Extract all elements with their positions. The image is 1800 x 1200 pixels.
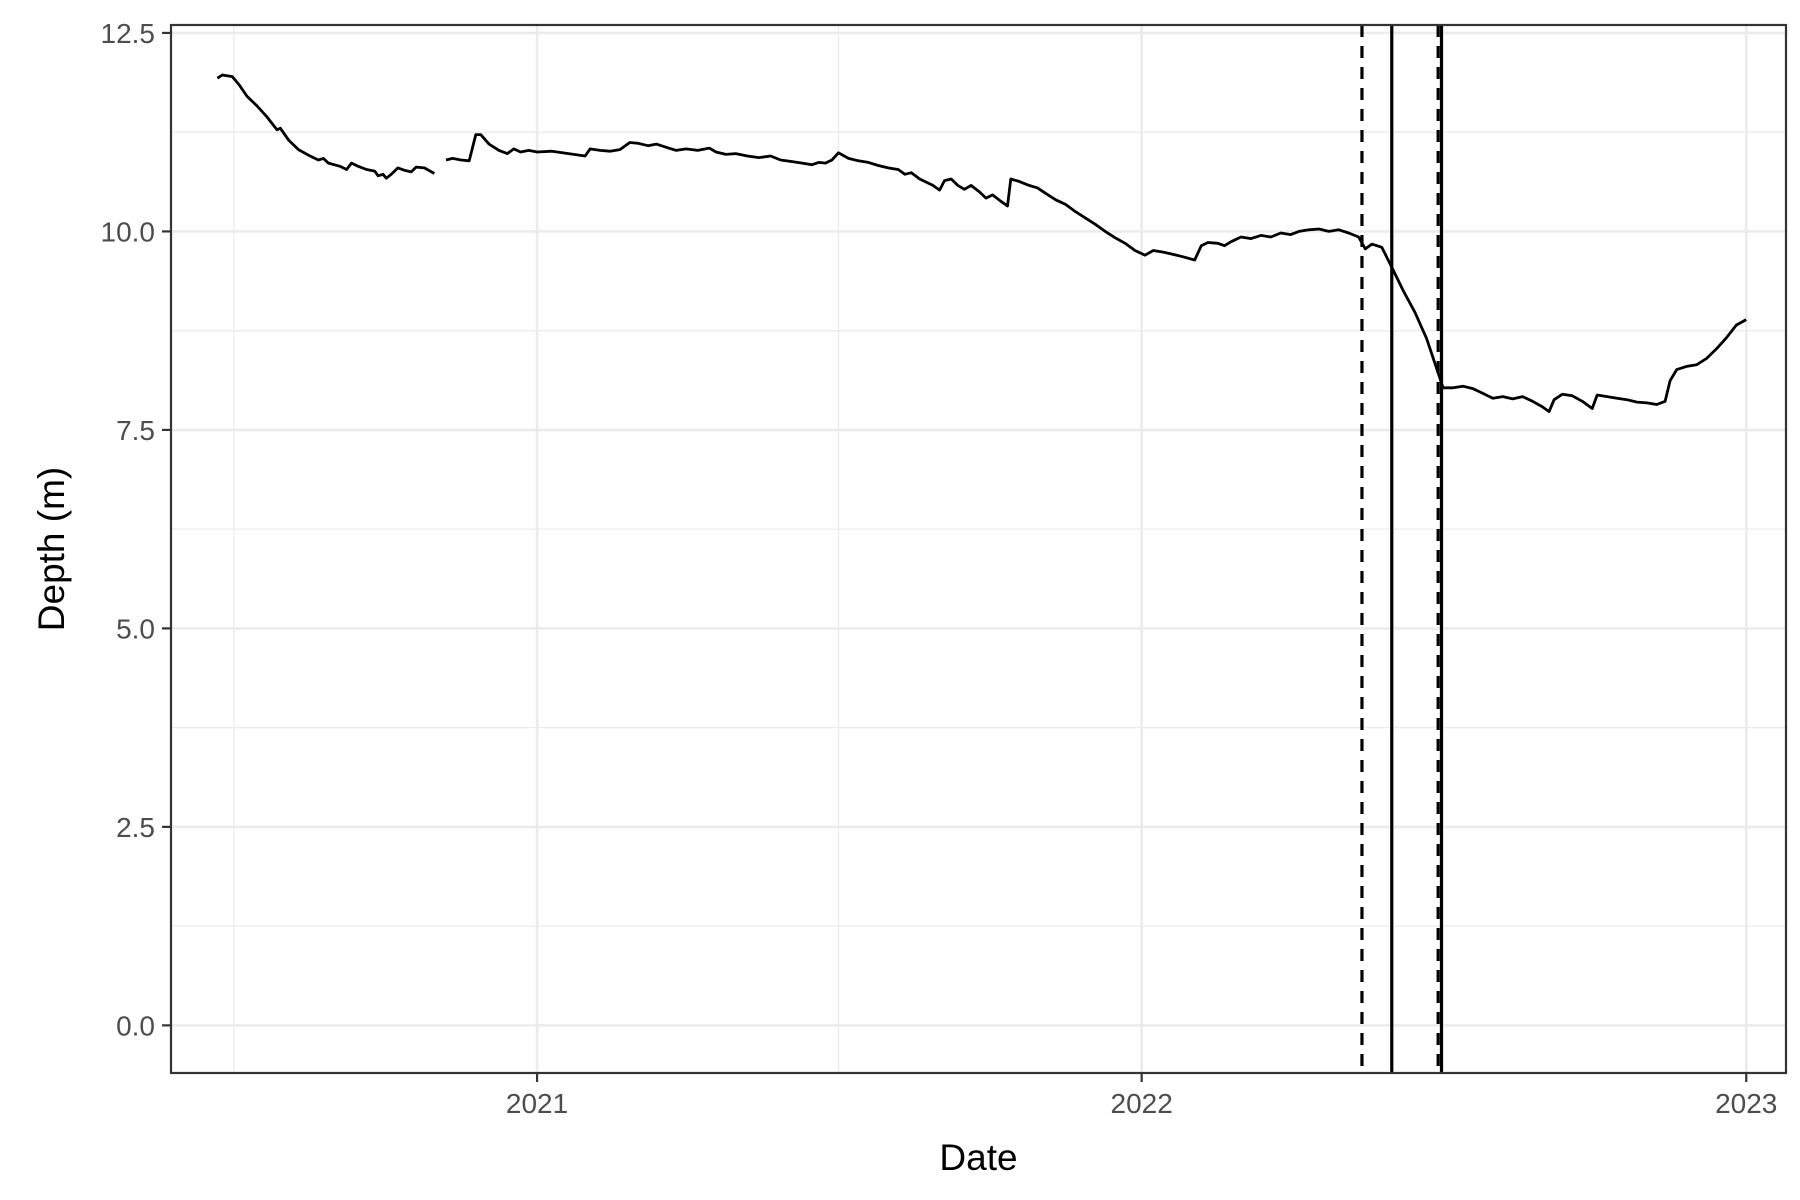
reference-lines [1360,25,1444,1073]
y-tick-label: 7.5 [116,415,155,446]
depth-series-line [445,133,1747,414]
axes: 0.0 2.5 5.0 7.5 10.0 12.5 2021 2022 2023 [101,18,1778,1119]
depth-series-line [216,73,436,180]
y-tick-label: 2.5 [116,812,155,843]
major-grid [171,25,1786,1073]
y-tick-label: 12.5 [101,18,156,49]
data-layer [216,73,1747,414]
minor-grid [171,25,1786,1073]
x-tick-label: 2022 [1111,1088,1173,1119]
x-axis-title: Date [939,1137,1017,1178]
y-axis-title: Depth (m) [31,467,72,631]
y-tick-label: 5.0 [116,613,155,644]
x-tick-label: 2021 [506,1088,568,1119]
y-tick-label: 10.0 [101,216,156,247]
x-tick-label: 2023 [1715,1088,1777,1119]
plot-panel-border [169,23,1788,1075]
y-tick-label: 0.0 [116,1010,155,1041]
